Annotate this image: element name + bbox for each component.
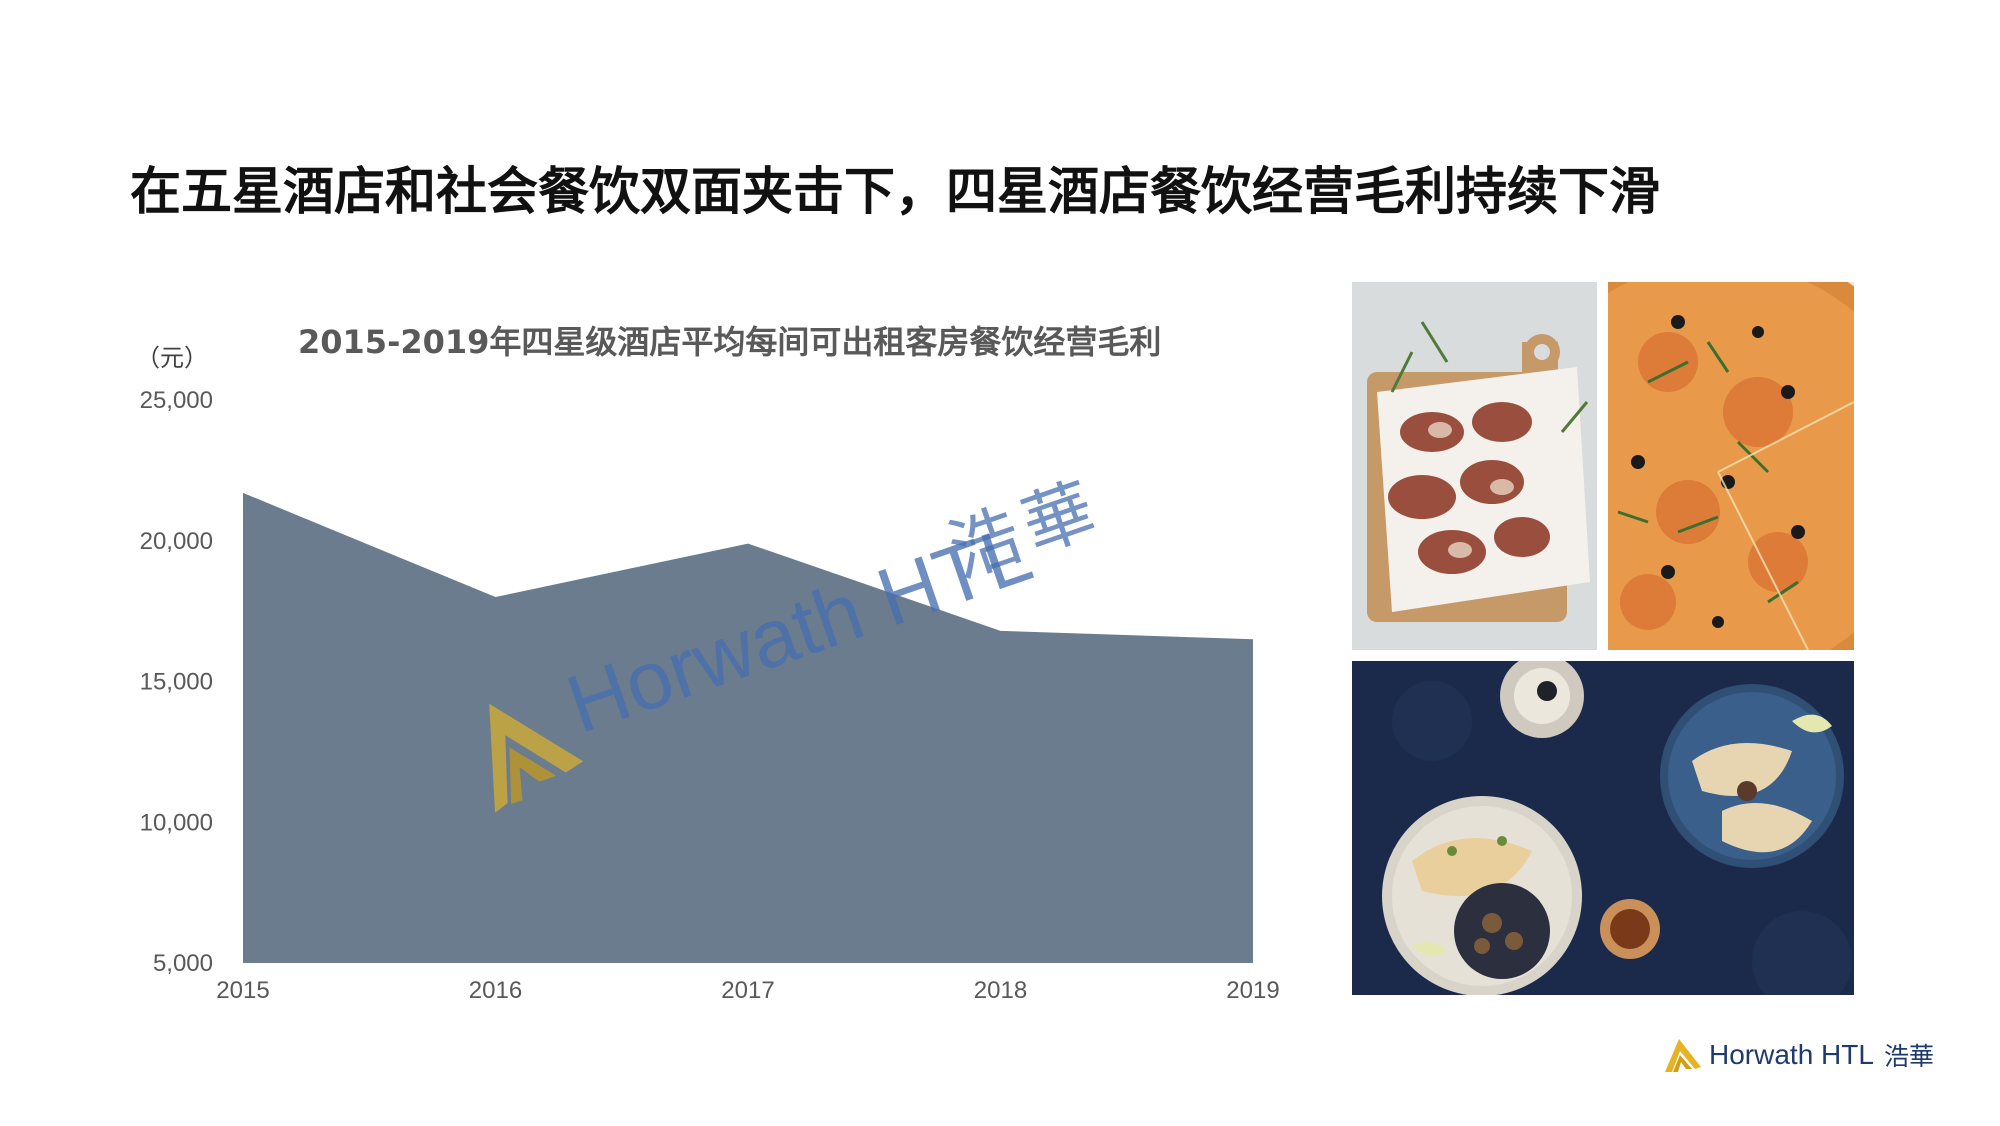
y-tick-label: 15,000 [140,669,213,696]
y-axis-unit-label: （元） [136,344,208,372]
slide-title: 在五星酒店和社会餐饮双面夹击下，四星酒店餐饮经营毛利持续下滑 [130,163,1661,222]
footer-chinese: 浩華 [1883,1042,1934,1071]
series-area [243,492,1253,963]
photo-tacos [1352,661,1854,995]
chart-title: 2015-2019年四星级酒店平均每间可出租客房餐饮经营毛利 [298,323,1162,361]
photo-skewers [1352,282,1597,650]
x-tick-label: 2016 [469,977,522,1004]
x-tick-label: 2018 [974,977,1027,1004]
x-tick-label: 2015 [216,977,269,1004]
y-tick-label: 25,000 [140,387,213,414]
y-tick-label: 5,000 [153,950,213,977]
x-axis-ticks: 2015 2016 2017 2018 2019 [216,977,1279,1004]
y-axis-ticks: 25,000 20,000 15,000 10,000 5,000 [140,387,213,977]
y-tick-label: 20,000 [140,528,213,555]
footer-logo: Horwath HTL 浩華 [1663,1035,1934,1075]
x-tick-label: 2019 [1226,977,1279,1004]
photo-pizza [1608,282,1854,650]
footer-brand: Horwath HTL [1709,1039,1874,1070]
y-tick-label: 10,000 [140,809,213,836]
x-tick-label: 2017 [721,977,774,1004]
horwath-logo-icon [1665,1039,1701,1072]
